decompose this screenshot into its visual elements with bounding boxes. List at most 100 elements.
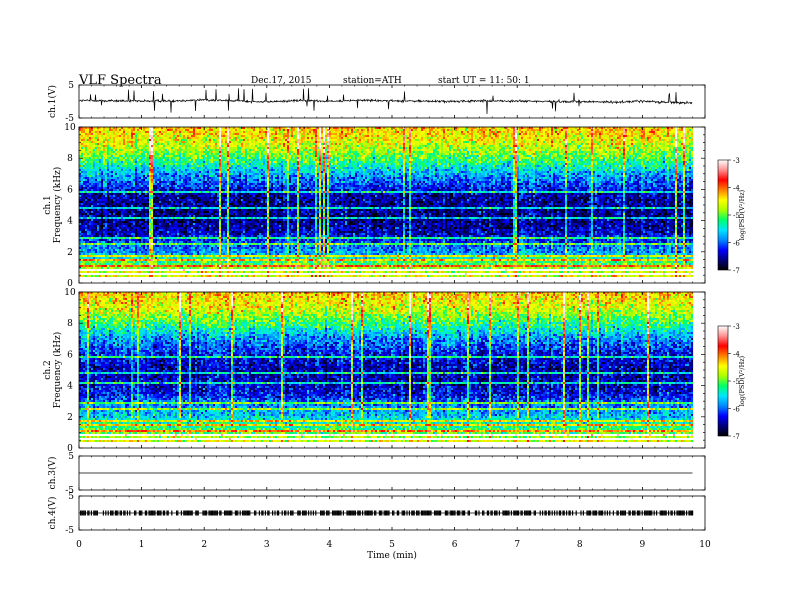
ch4-waveform-pulse bbox=[354, 510, 356, 516]
ch4-waveform-pulse bbox=[599, 510, 601, 516]
ch4-waveform-pulse bbox=[450, 510, 452, 516]
ch4-waveform-pulse bbox=[197, 510, 199, 516]
ch2-spectrogram-colorbar-tick-label: -5 bbox=[733, 378, 740, 386]
ch1-spectrogram-ytick-label: 10 bbox=[64, 123, 76, 133]
time-axis-tick-label: 1 bbox=[139, 540, 145, 550]
ch4-waveform-pulse bbox=[554, 510, 556, 516]
ch4-waveform-pulse bbox=[359, 510, 361, 516]
ch4-waveform-pulse bbox=[209, 510, 211, 516]
ch4-waveform-pulse bbox=[612, 510, 614, 516]
ch4-waveform-pulse bbox=[422, 510, 424, 516]
ch4-waveform-pulse bbox=[322, 510, 324, 516]
time-axis-tick-label: 2 bbox=[201, 540, 207, 550]
ch4-waveform-pulse bbox=[292, 510, 294, 516]
ch4-waveform-pulse bbox=[474, 510, 476, 516]
ch4-waveform-pulse bbox=[231, 510, 233, 516]
ch4-waveform-pulse bbox=[212, 510, 214, 516]
ch4-waveform-pulse bbox=[568, 510, 570, 516]
ch4-waveform-pulse bbox=[347, 510, 349, 516]
ch1-spectrogram-colorbar-tick-label: -6 bbox=[733, 240, 740, 248]
ch4-waveform-pulse bbox=[598, 510, 600, 516]
ch4-waveform-ylabel-line: ch.4(V) bbox=[47, 497, 58, 530]
ch1-waveform-ylabel: ch.1(V) bbox=[47, 85, 58, 118]
ch4-waveform-pulse bbox=[430, 510, 432, 516]
ch2-spectrogram-colorbar-label-text: log(PSD(V²/Hz) bbox=[738, 355, 746, 406]
ch4-waveform-pulse bbox=[339, 510, 341, 516]
ch4-waveform-pulse bbox=[659, 510, 661, 516]
ch4-waveform-pulse bbox=[119, 510, 121, 516]
ch4-waveform-pulse bbox=[503, 510, 505, 516]
ch4-waveform-pulse bbox=[683, 510, 685, 516]
ch4-waveform-pulse bbox=[545, 510, 547, 516]
ch4-waveform-pulse bbox=[665, 510, 667, 516]
ch4-waveform-pulse bbox=[527, 510, 529, 516]
ch4-waveform-pulse bbox=[588, 510, 590, 516]
ch4-waveform-pulse bbox=[633, 510, 635, 516]
ch2-spectrogram-colorbar-tick-label: -3 bbox=[733, 323, 740, 331]
ch4-waveform-pulse bbox=[202, 510, 204, 516]
ch4-waveform-pulse bbox=[334, 510, 336, 516]
chart-title: VLF Spectra bbox=[79, 74, 162, 87]
ch4-waveform-pulse bbox=[689, 510, 691, 516]
ch3-waveform-ytick-label: -5 bbox=[65, 486, 74, 496]
ch4-waveform-pulse bbox=[483, 510, 485, 516]
ch4-waveform-pulse bbox=[560, 510, 562, 516]
ch4-waveform-pulse bbox=[606, 510, 608, 516]
ch4-waveform-pulse bbox=[632, 510, 634, 516]
ch4-waveform-pulse bbox=[521, 510, 523, 516]
ch4-waveform-pulse bbox=[134, 510, 136, 516]
ch4-waveform-pulse bbox=[203, 510, 205, 516]
ch4-waveform-pulse bbox=[123, 510, 125, 516]
time-axis-tick-label: 10 bbox=[699, 540, 711, 550]
ch4-waveform-pulse bbox=[526, 510, 528, 516]
ch4-waveform-pulse bbox=[112, 510, 114, 516]
ch4-waveform-pulse bbox=[210, 510, 212, 516]
ch4-waveform-pulse bbox=[102, 510, 104, 516]
ch4-waveform-pulse bbox=[534, 510, 536, 516]
ch4-waveform-pulse bbox=[609, 510, 611, 516]
ch4-waveform-pulse bbox=[219, 510, 221, 516]
ch4-waveform-pulse bbox=[398, 510, 400, 516]
ch4-waveform-pulse bbox=[528, 510, 530, 516]
ch4-waveform-pulse bbox=[580, 510, 582, 516]
ch4-waveform-pulse bbox=[383, 510, 385, 516]
ch4-waveform-pulse bbox=[276, 510, 278, 516]
ch4-waveform-pulse bbox=[518, 510, 520, 516]
ch2-spectrogram-colorbar-label: log(PSD(V²/Hz) bbox=[738, 355, 746, 406]
ch4-waveform-pulse bbox=[648, 510, 650, 516]
ch1-spectrogram-colorbar-tick-label: -5 bbox=[733, 212, 740, 220]
ch4-waveform-pulse bbox=[515, 510, 517, 516]
time-axis-tick-label: 9 bbox=[640, 540, 646, 550]
ch4-waveform-pulse bbox=[674, 510, 676, 516]
ch2-spectrogram-ytick-label: 2 bbox=[67, 413, 73, 423]
ch4-waveform-pulse bbox=[258, 510, 260, 516]
ch4-waveform-pulse bbox=[236, 510, 238, 516]
ch4-waveform-pulse bbox=[302, 510, 304, 516]
ch4-waveform-pulse bbox=[274, 510, 276, 516]
ch4-waveform-pulse bbox=[446, 510, 448, 516]
ch4-waveform-pulse bbox=[424, 510, 426, 516]
ch4-waveform-pulse bbox=[162, 510, 164, 516]
ch2-spectrogram-ytick-label: 0 bbox=[67, 444, 73, 454]
ch4-waveform-pulse bbox=[299, 510, 301, 516]
ch4-waveform-pulse bbox=[166, 510, 168, 516]
ch4-waveform-pulse bbox=[641, 510, 643, 516]
ch4-waveform-pulse bbox=[378, 510, 380, 516]
ch4-waveform-pulse bbox=[628, 510, 630, 516]
ch4-waveform-pulse bbox=[186, 510, 188, 516]
ch4-waveform-pulse bbox=[514, 510, 516, 516]
ch4-waveform-pulse bbox=[96, 510, 98, 516]
station-label: station=ATH bbox=[343, 77, 402, 86]
ch4-waveform-pulse bbox=[663, 510, 665, 516]
ch4-waveform-pulse bbox=[287, 510, 289, 516]
ch4-waveform-pulse bbox=[600, 510, 602, 516]
ch4-waveform-pulse bbox=[677, 510, 679, 516]
ch4-waveform-ytick-label: 5 bbox=[68, 492, 74, 502]
ch4-waveform-pulse bbox=[138, 510, 140, 516]
ch4-waveform-pulse bbox=[662, 510, 664, 516]
ch1-spectrogram-ytick-label: 8 bbox=[67, 154, 73, 164]
ch4-waveform-pulse bbox=[315, 510, 317, 516]
ch4-waveform-pulse bbox=[388, 510, 390, 516]
ch4-waveform-pulse bbox=[153, 510, 155, 516]
ch4-waveform-pulse bbox=[164, 510, 166, 516]
